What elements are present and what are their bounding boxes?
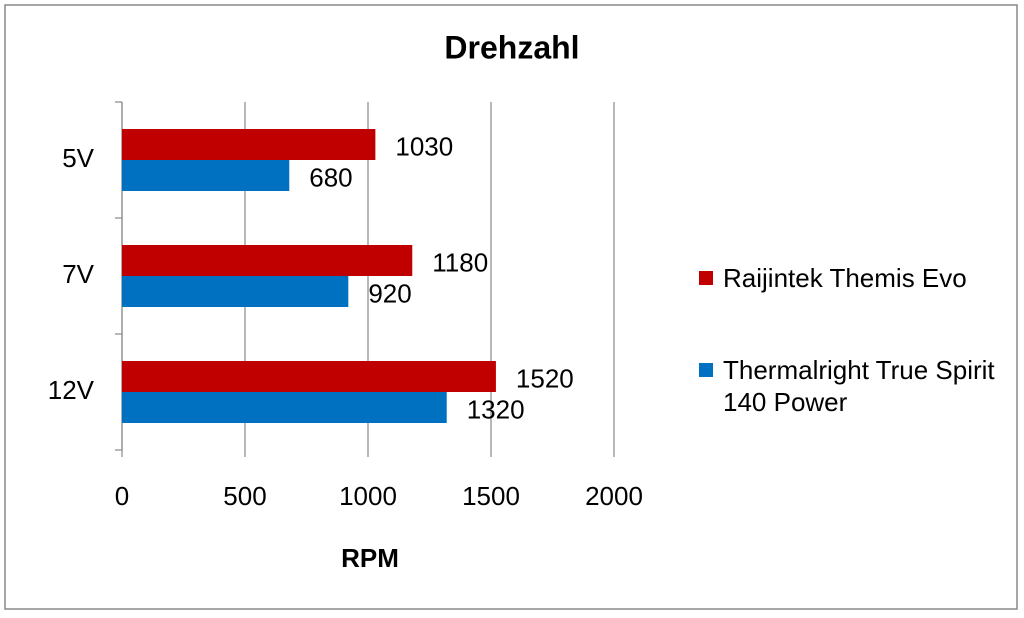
x-tick-label: 1500 — [462, 481, 520, 511]
value-label: 1320 — [467, 394, 525, 424]
chart-title: Drehzahl — [444, 29, 579, 65]
x-tick-label: 2000 — [585, 481, 643, 511]
x-tick-label: 0 — [115, 481, 129, 511]
bar — [122, 129, 376, 160]
bar — [122, 245, 413, 276]
value-label: 1030 — [395, 131, 453, 161]
value-label: 920 — [368, 278, 411, 308]
y-tick-label: 7V — [62, 259, 94, 289]
x-tick-label: 1000 — [339, 481, 397, 511]
value-label: 1180 — [432, 247, 488, 277]
bar — [122, 392, 447, 423]
legend-label: Raijintek Themis Evo — [723, 263, 967, 293]
legend-swatch — [699, 363, 713, 377]
x-tick-label: 500 — [223, 481, 266, 511]
bar — [122, 361, 496, 392]
value-label: 680 — [309, 162, 352, 192]
x-axis-title: RPM — [341, 543, 399, 573]
legend-label: Thermalright True Spirit 140 Power — [723, 355, 995, 417]
bar — [122, 276, 349, 307]
value-label: 1520 — [516, 363, 574, 393]
y-tick-label: 5V — [62, 143, 94, 173]
bar — [122, 160, 290, 191]
legend-swatch — [699, 271, 713, 285]
y-tick-label: 12V — [48, 375, 95, 405]
